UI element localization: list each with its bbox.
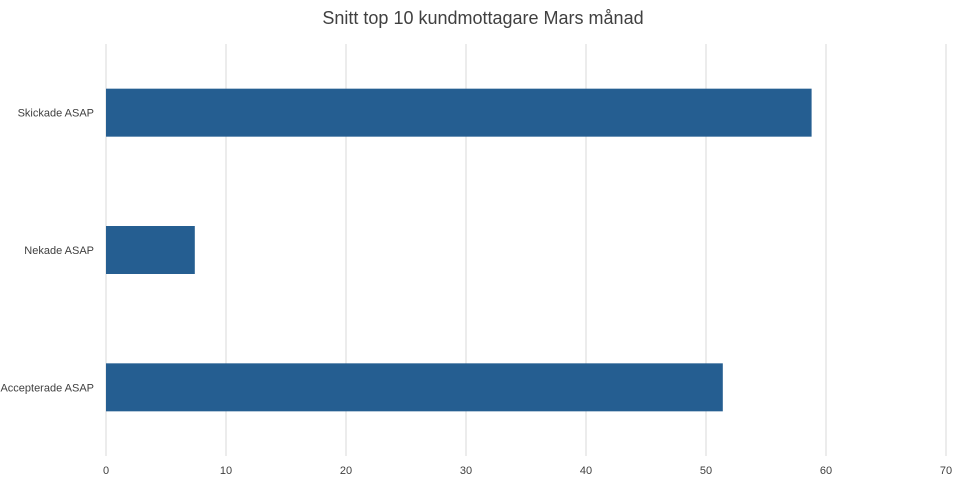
x-tick-label: 50 — [700, 465, 712, 477]
x-tick-label: 60 — [820, 465, 832, 477]
x-tick-label: 30 — [460, 465, 472, 477]
category-label: Accepterade ASAP — [0, 382, 94, 394]
category-label: Skickade ASAP — [18, 108, 94, 120]
bar-accepterade-asap — [106, 363, 723, 412]
category-label: Nekade ASAP — [24, 245, 94, 257]
bar-skickade-asap — [106, 88, 812, 137]
bar-nekade-asap — [106, 226, 195, 274]
chart-title: Snitt top 10 kundmottagare Mars månad — [322, 8, 643, 28]
x-axis-tick-labels: 0 10 20 30 40 50 60 70 — [103, 465, 952, 477]
x-tick-label: 0 — [103, 465, 109, 477]
x-tick-label: 10 — [220, 465, 232, 477]
x-tick-label: 20 — [340, 465, 352, 477]
x-tick-label: 70 — [940, 465, 952, 477]
x-tick-label: 40 — [580, 465, 592, 477]
bars — [106, 88, 812, 412]
category-labels: Skickade ASAP Nekade ASAP Accepterade ASAP — [0, 108, 94, 395]
